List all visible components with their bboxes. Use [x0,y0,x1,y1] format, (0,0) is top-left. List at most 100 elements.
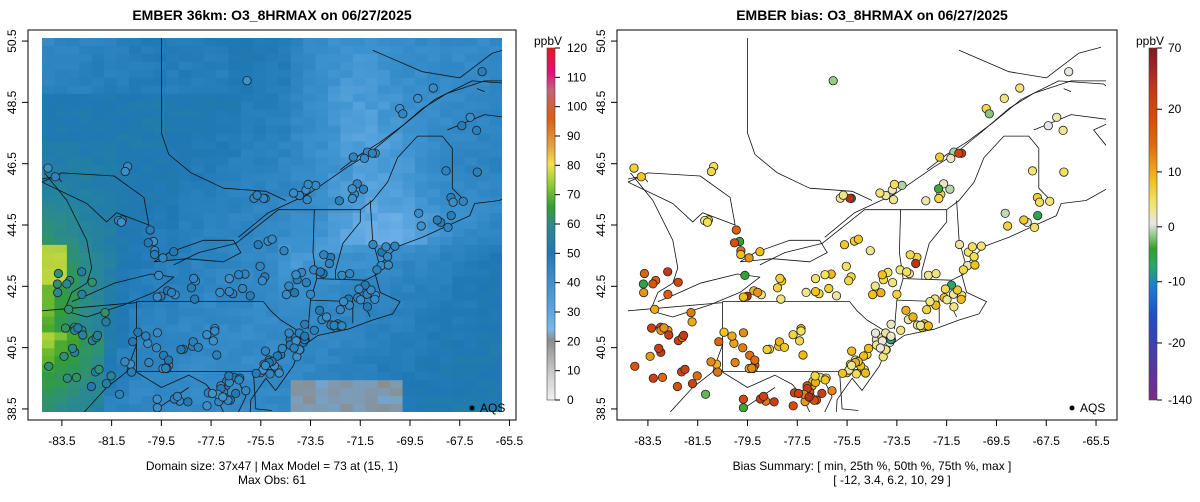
grid-cell [377,141,391,151]
grid-cell [477,205,491,214]
grid-cell [178,133,192,143]
grid-cell [303,244,317,254]
grid-cell [477,404,491,412]
grid-cell [489,268,502,278]
grid-cell [66,197,80,206]
grid-cell [66,181,80,190]
grid-cell [253,61,267,71]
grid-cell [66,101,80,111]
grid-cell [452,228,466,238]
grid-cell [452,61,466,71]
grid-cell [240,236,254,246]
grid-cell [166,260,180,270]
grid-cell [439,38,453,47]
grid-cell [290,45,304,55]
grid-cell [129,157,143,166]
grid-cell [191,85,205,95]
grid-cell [315,38,329,47]
grid-cell [315,404,329,412]
grid-cell [452,77,466,87]
right-colorbar-unit: ppbV [1136,34,1164,48]
bias-point [999,93,1009,104]
grid-cell [54,61,68,71]
grid-cell [489,276,502,286]
grid-cell [216,300,230,310]
grid-cell [265,284,279,294]
grid-cell [129,244,143,254]
grid-cell [464,364,478,373]
grid-cell [377,348,391,357]
grid-cell [191,77,205,87]
grid-cell [278,165,292,174]
grid-cell [477,221,491,230]
grid-cell [390,388,404,397]
grid-cell [327,149,341,158]
grid-cell [54,101,68,111]
grid-cell [402,284,416,294]
grid-cell [377,268,391,278]
grid-cell [402,173,416,182]
grid-cell [390,61,404,71]
grid-cell [153,173,167,182]
grid-cell [216,133,230,143]
grid-cell [54,197,68,206]
obs-point [73,323,83,333]
grid-cell [402,157,416,166]
grid-cell [352,260,366,270]
grid-cell [290,244,304,254]
grid-cell [439,332,453,341]
grid-cell [203,149,217,158]
grid-cell [340,404,354,412]
grid-cell [228,109,242,119]
grid-cell [240,244,254,254]
grid-cell [452,364,466,373]
bias-point [788,401,798,411]
grid-cell [166,165,180,174]
obs-point [370,294,380,304]
grid-cell [265,388,279,397]
grid-cell [452,173,466,182]
grid-cell [327,292,341,302]
grid-cell [79,340,93,349]
obs-point [289,343,299,353]
grid-cell [452,133,466,143]
grid-cell [216,141,230,151]
grid-cell [303,93,317,103]
grid-cell [104,205,118,214]
grid-cell [166,404,180,412]
grid-cell [216,101,230,111]
grid-cell [79,181,93,190]
grid-cell [327,85,341,95]
grid-cell [66,260,80,270]
grid-cell [153,157,167,166]
grid-cell [452,93,466,103]
grid-cell [402,69,416,79]
grid-cell [240,340,254,349]
obs-point [526,202,534,210]
obs-point [366,285,376,295]
grid-cell [166,380,180,389]
grid-cell [278,380,292,389]
grid-cell [327,173,341,182]
grid-cell [390,149,404,158]
bias-point [672,381,683,392]
grid-cell [377,38,391,47]
grid-cell [278,93,292,103]
grid-cell [489,173,502,182]
grid-cell [427,149,441,158]
grid-cell [278,356,292,365]
grid-cell [489,61,502,71]
boundary-line [334,209,361,280]
grid-cell [216,292,230,302]
grid-cell [439,356,453,365]
grid-cell [116,268,130,278]
grid-cell [116,133,130,143]
obs-point [265,369,275,379]
grid-cell [414,364,429,373]
grid-cell [228,260,242,270]
grid-cell [216,308,230,318]
grid-cell [191,149,205,158]
obs-point [60,323,71,333]
obs-point [457,121,467,131]
